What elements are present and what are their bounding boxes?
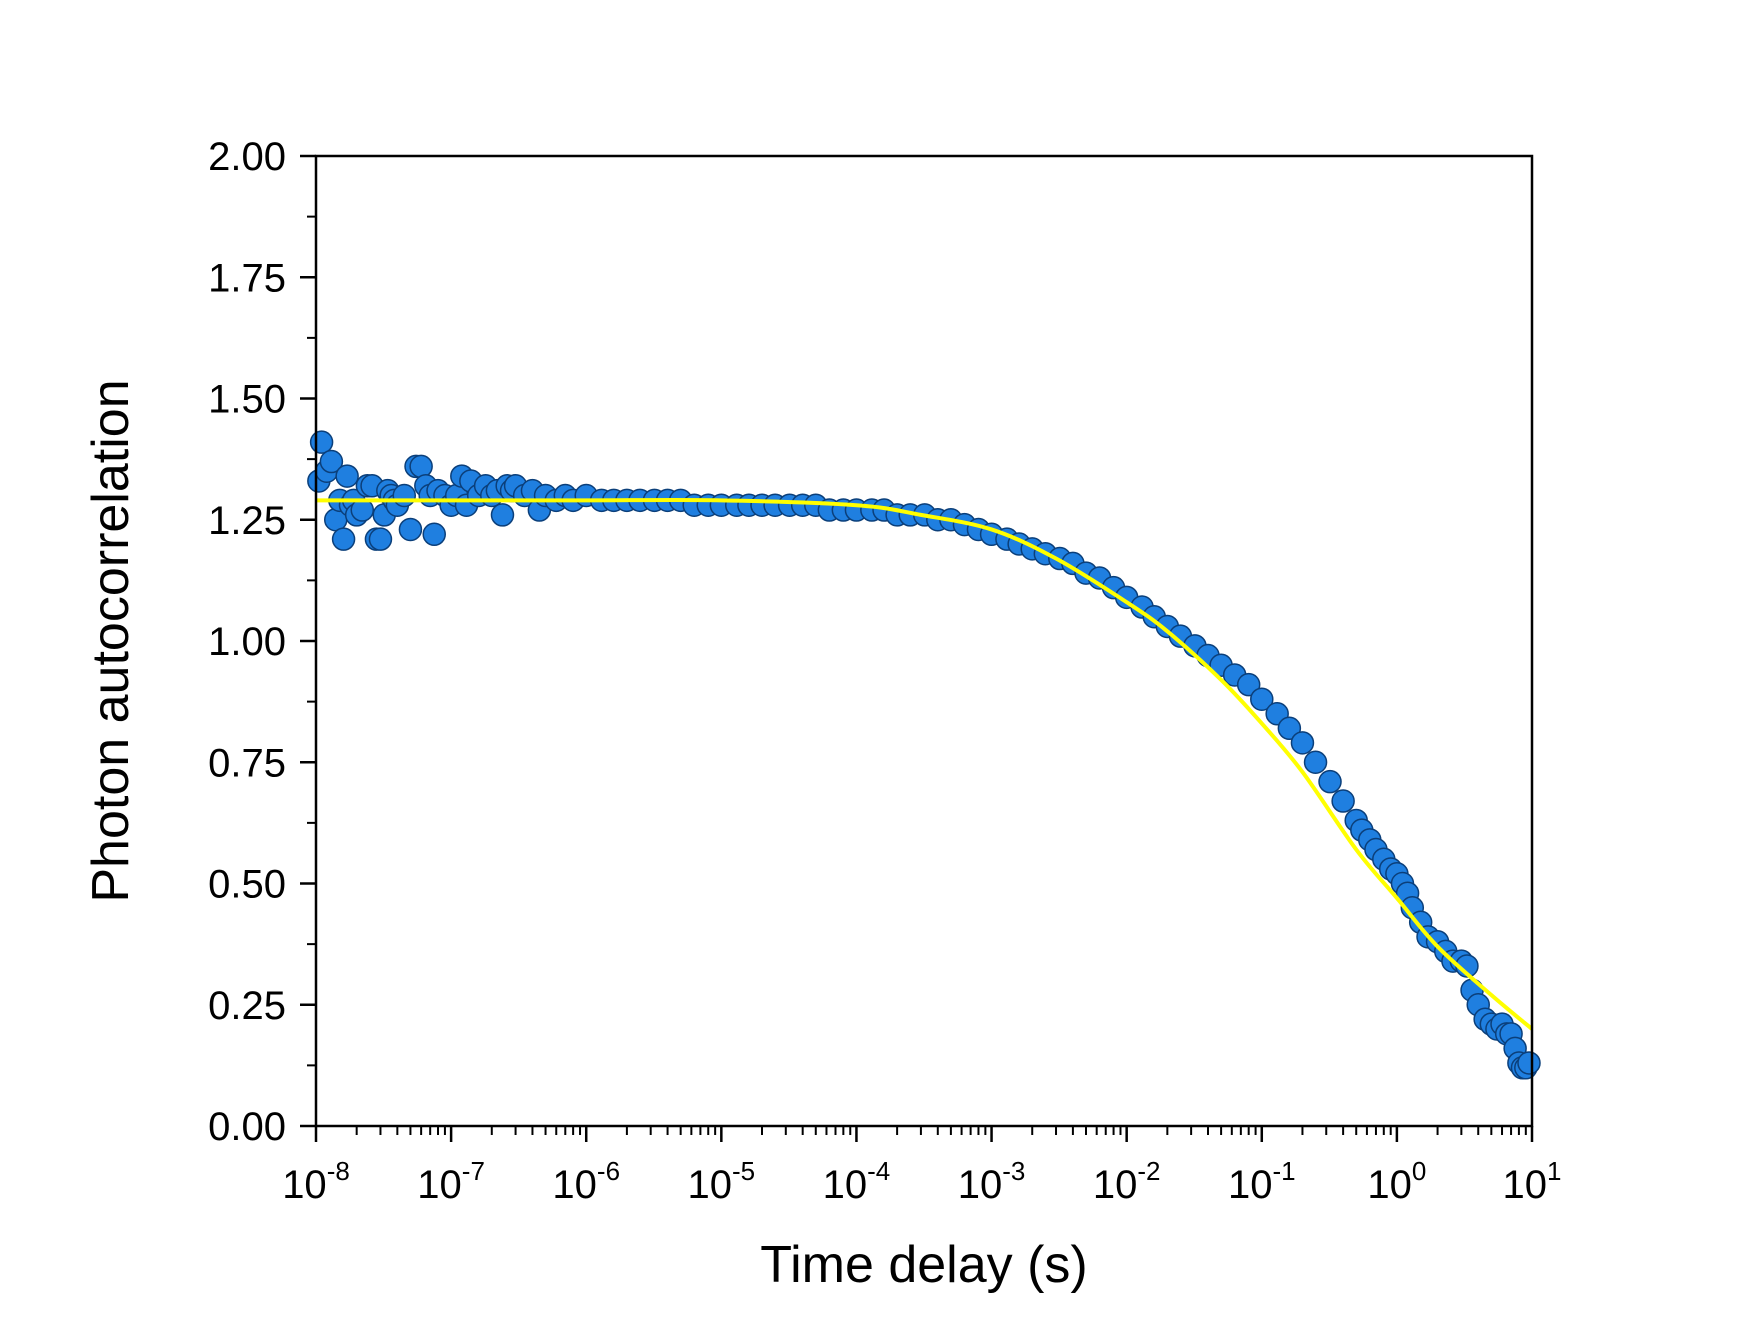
fit-layer — [316, 497, 1534, 1031]
x-tick-label: 10-3 — [958, 1156, 1026, 1207]
data-point — [1517, 1051, 1541, 1075]
data-point — [392, 483, 417, 508]
y-tick-label: 1.50 — [208, 378, 286, 422]
y-tick-label: 0.25 — [208, 984, 286, 1028]
data-point — [319, 449, 344, 474]
y-tick-label: 0.00 — [208, 1105, 286, 1149]
data-point — [309, 430, 334, 454]
x-tick-label: 101 — [1503, 1156, 1562, 1207]
y-tick-label: 1.25 — [208, 499, 286, 543]
plot-frame — [314, 154, 1534, 1128]
data-point — [1290, 731, 1315, 755]
x-tick-label: 100 — [1367, 1156, 1426, 1207]
x-axis-title: Time delay (s) — [760, 1236, 1087, 1294]
x-tick-label: 10-4 — [823, 1156, 891, 1207]
y-tick-label: 2.00 — [208, 135, 286, 179]
y-tick-label: 1.75 — [208, 256, 286, 300]
data-point — [1236, 672, 1261, 697]
data-point — [335, 464, 359, 488]
points-layer — [307, 430, 1541, 1080]
data-point — [331, 527, 356, 551]
data-point — [368, 527, 393, 551]
fit-line — [316, 497, 1534, 1031]
y-tick-label: 1.00 — [208, 620, 286, 664]
y-tick-label: 0.75 — [208, 741, 286, 785]
x-tick-label: 10-2 — [1093, 1156, 1161, 1207]
x-tick-label: 10-1 — [1228, 1156, 1296, 1207]
labels-layer: 0.00 0.25 0.50 0.75 1.00 1.25 1.50 1.75 2.00 10-8… — [208, 135, 1561, 1207]
data-point — [398, 517, 423, 542]
x-tick-label: 10-5 — [688, 1156, 756, 1207]
ticks-layer — [300, 154, 1534, 1142]
x-tick-label: 10-7 — [417, 1156, 485, 1207]
x-tick-label: 10-8 — [282, 1156, 350, 1207]
data-point — [1277, 716, 1302, 741]
data-point — [1331, 789, 1355, 813]
data-point — [409, 454, 433, 479]
y-axis-title: Photon autocorrelation — [82, 379, 140, 902]
y-tick-label: 0.50 — [208, 863, 286, 907]
data-point — [1318, 769, 1342, 794]
data-point — [1303, 750, 1328, 774]
x-tick-label: 10-6 — [552, 1156, 620, 1207]
data-point — [422, 522, 446, 547]
data-point — [1250, 687, 1274, 711]
data-point — [490, 503, 515, 527]
